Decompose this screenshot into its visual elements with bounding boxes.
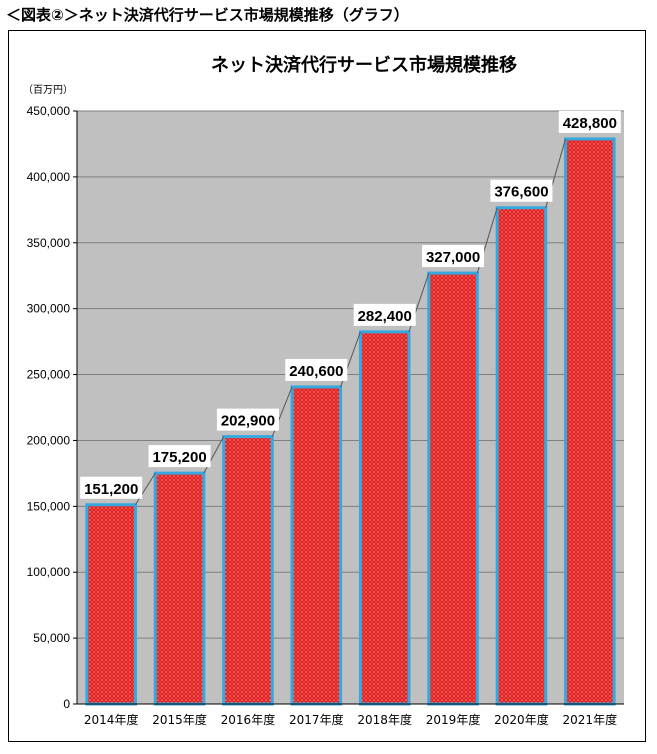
y-tick-label: 450,000 xyxy=(27,104,71,118)
plot-area: 0 50,000 100,000 150,000 200,000 250,000 300,0… xyxy=(27,104,624,727)
data-label-box xyxy=(148,445,211,468)
figure-heading: ＜図表②＞ネット決済代行サービス市場規模推移（グラフ） xyxy=(6,6,409,24)
data-label-box xyxy=(80,476,143,499)
x-tick-label: 2015年度 xyxy=(152,712,207,727)
y-axis-unit: （百万円） xyxy=(23,84,73,96)
y-tick-label: 100,000 xyxy=(27,565,71,579)
chart-title: ネット決済代行サービス市場規模推移 xyxy=(211,54,517,76)
bar xyxy=(495,206,548,706)
data-label-box xyxy=(558,110,621,133)
connector-line xyxy=(135,472,156,506)
data-label: 175,200 xyxy=(152,449,206,466)
x-tick-label: 2019年度 xyxy=(426,712,481,727)
data-label-box xyxy=(422,245,485,268)
bar xyxy=(427,271,479,706)
y-tick-label: 250,000 xyxy=(27,368,71,382)
bar xyxy=(153,471,206,706)
y-tick-label: 0 xyxy=(63,697,70,711)
x-tick-label: 2021年度 xyxy=(563,712,618,727)
y-tick-label: 50,000 xyxy=(33,631,70,645)
x-tick-label: 2017年度 xyxy=(289,712,344,727)
x-tick-label: 2020年度 xyxy=(494,712,549,727)
data-label-box xyxy=(216,408,279,431)
data-label: 151,200 xyxy=(84,481,138,498)
y-tick-label: 150,000 xyxy=(27,499,71,513)
bar xyxy=(85,503,137,706)
y-tick-label: 200,000 xyxy=(27,433,71,447)
bar xyxy=(290,385,343,706)
data-label: 376,600 xyxy=(494,184,548,201)
data-label-box xyxy=(353,303,416,326)
data-label: 327,000 xyxy=(426,249,480,266)
data-label: 428,800 xyxy=(563,115,617,132)
bar xyxy=(222,435,274,706)
bar-chart: ネット決済代行サービス市場規模推移 （百万円） 0 50,000 100,000 15… xyxy=(23,54,624,727)
y-tick-label: 400,000 xyxy=(27,170,71,184)
y-tick-label: 300,000 xyxy=(27,302,71,316)
bar xyxy=(564,137,616,706)
data-label: 202,900 xyxy=(221,413,275,430)
chart-frame: ネット決済代行サービス市場規模推移 （百万円） 0 50,000 100,000 15… xyxy=(8,30,646,742)
data-label-box xyxy=(285,358,348,381)
x-tick-label: 2018年度 xyxy=(357,712,412,727)
data-label-box xyxy=(490,179,553,202)
data-label: 240,600 xyxy=(289,363,343,380)
x-tick-label: 2016年度 xyxy=(221,712,276,727)
y-tick-label: 350,000 xyxy=(27,236,71,250)
bar xyxy=(358,330,411,706)
x-tick-label: 2014年度 xyxy=(84,712,139,727)
data-label: 282,400 xyxy=(358,308,412,325)
